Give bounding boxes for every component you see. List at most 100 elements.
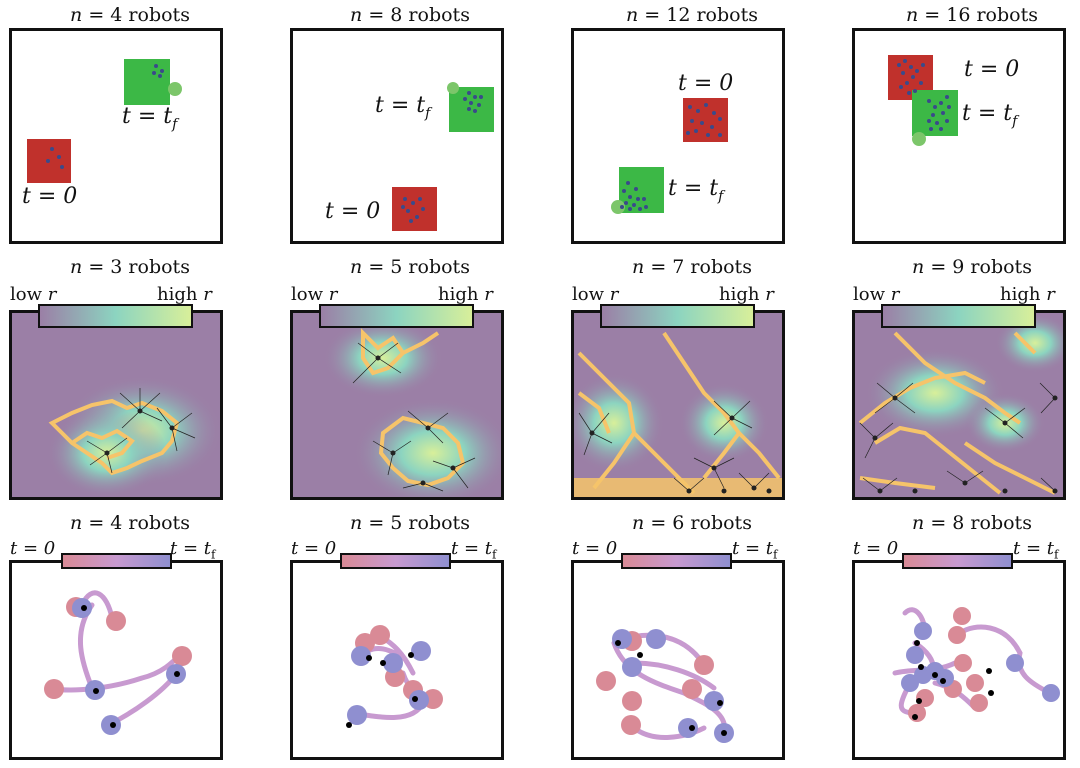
colorbar-time bbox=[902, 553, 1013, 569]
panel-svg bbox=[47, 376, 220, 497]
title-n: 6 bbox=[672, 512, 685, 534]
panel-svg bbox=[27, 59, 182, 183]
goal-box bbox=[619, 167, 664, 213]
panel-row1-2: t = 0 t = tf bbox=[290, 28, 504, 244]
panel-row2-2 bbox=[290, 310, 504, 500]
end-discs bbox=[347, 641, 431, 725]
robot-dots bbox=[872, 395, 1058, 494]
panel-row1-1: t = 0 t = tf bbox=[9, 28, 223, 244]
goal-box bbox=[124, 59, 170, 105]
colorbar-reward bbox=[600, 304, 755, 328]
panel-svg bbox=[596, 629, 734, 743]
start-box bbox=[392, 187, 437, 231]
colorbar-end-label: t = tf bbox=[732, 538, 778, 562]
robot-dots bbox=[589, 415, 772, 494]
row2-title-3: n = 7 robots bbox=[632, 256, 752, 278]
robot-dots bbox=[104, 408, 175, 456]
row3-title-4: n = 8 robots bbox=[912, 512, 1032, 534]
robot-dots bbox=[375, 355, 456, 486]
start-label: t = 0 bbox=[678, 71, 734, 96]
colorbar-time bbox=[340, 553, 451, 569]
colorbar-reward bbox=[38, 304, 193, 328]
colorbar-start-label: t = 0 bbox=[10, 538, 56, 559]
end-discs bbox=[901, 622, 1060, 702]
explored-path bbox=[70, 428, 135, 460]
sensor-rays bbox=[859, 382, 1056, 492]
robot-disc bbox=[168, 82, 182, 96]
colorbar-start-label: t = 0 bbox=[291, 538, 337, 559]
panel-row1-3: t = 0 t = tf bbox=[571, 28, 785, 244]
sensor-rays bbox=[86, 388, 196, 474]
goal-box bbox=[449, 87, 494, 132]
title-n: 4 bbox=[110, 4, 123, 26]
colorbar-start-label: t = 0 bbox=[853, 538, 899, 559]
title-n: 16 bbox=[946, 4, 971, 26]
explored-path bbox=[361, 328, 440, 376]
row1-title-2: n = 8 robots bbox=[350, 4, 470, 26]
title-n: 7 bbox=[672, 256, 685, 278]
row2-title-4: n = 9 robots bbox=[912, 256, 1032, 278]
reward-field bbox=[995, 313, 1063, 373]
title-n: 5 bbox=[390, 512, 403, 534]
row3-title-2: n = 5 robots bbox=[350, 512, 470, 534]
row1-title-1: n = 4 robots bbox=[70, 4, 190, 26]
robot-dots bbox=[912, 640, 994, 720]
panel-row1-4: t = 0 t = tf bbox=[852, 28, 1066, 244]
colorbar-low-label: low r bbox=[10, 284, 57, 305]
colorbar-reward bbox=[319, 304, 474, 328]
row1-title-3: n = 12 robots bbox=[626, 4, 758, 26]
robot-disc bbox=[447, 82, 459, 94]
colorbar-low-label: low r bbox=[291, 284, 338, 305]
colorbar-high-label: high r bbox=[157, 284, 212, 305]
colorbar-time bbox=[61, 553, 172, 569]
panel-svg bbox=[858, 313, 1063, 495]
explored-region bbox=[574, 478, 782, 497]
robot-dots bbox=[81, 605, 180, 728]
robot-dots bbox=[897, 59, 951, 131]
panel-row2-1 bbox=[9, 310, 223, 500]
reward-field bbox=[574, 373, 664, 473]
robot-dots bbox=[615, 640, 727, 736]
start-label: t = 0 bbox=[964, 57, 1020, 82]
panel-row3-1 bbox=[9, 560, 223, 760]
robot-dots bbox=[620, 103, 722, 211]
reward-field bbox=[323, 318, 443, 398]
robot-dots bbox=[401, 91, 483, 223]
robot-dots bbox=[46, 64, 164, 169]
explored-path bbox=[858, 331, 1056, 495]
start-label: t = 0 bbox=[22, 184, 78, 209]
trajectory bbox=[350, 632, 431, 720]
explored-path bbox=[577, 331, 781, 495]
colorbar-time bbox=[621, 553, 732, 569]
colorbar-high-label: high r bbox=[719, 284, 774, 305]
colorbar-high-label: high r bbox=[438, 284, 493, 305]
explored-path bbox=[378, 415, 466, 488]
colorbar-high-label: high r bbox=[1000, 284, 1055, 305]
end-label: t = tf bbox=[122, 104, 178, 133]
panel-row3-3 bbox=[571, 560, 785, 760]
robot-disc bbox=[611, 200, 625, 214]
colorbar-low-label: low r bbox=[572, 284, 619, 305]
end-label: t = tf bbox=[668, 176, 724, 205]
explored-path bbox=[48, 398, 180, 476]
reward-field bbox=[353, 398, 501, 497]
panel-svg bbox=[323, 318, 501, 497]
title-n: 9 bbox=[952, 256, 965, 278]
row2-title-1: n = 3 robots bbox=[70, 256, 190, 278]
title-n: 8 bbox=[390, 4, 403, 26]
colorbar-start-label: t = 0 bbox=[572, 538, 618, 559]
colorbar-reward bbox=[881, 304, 1036, 328]
panel-svg bbox=[892, 607, 1060, 722]
row2-title-2: n = 5 robots bbox=[350, 256, 470, 278]
panel-row2-3 bbox=[571, 310, 785, 500]
colorbar-end-label: t = tf bbox=[1013, 538, 1059, 562]
start-label: t = 0 bbox=[325, 199, 381, 224]
panel-svg bbox=[346, 625, 443, 728]
colorbar-low-label: low r bbox=[853, 284, 900, 305]
colorbar-end-label: t = tf bbox=[451, 538, 497, 562]
row3-title-3: n = 6 robots bbox=[632, 512, 752, 534]
colorbar-end-label: t = tf bbox=[170, 538, 216, 562]
row1-title-4: n = 16 robots bbox=[906, 4, 1038, 26]
panel-svg bbox=[574, 331, 782, 497]
